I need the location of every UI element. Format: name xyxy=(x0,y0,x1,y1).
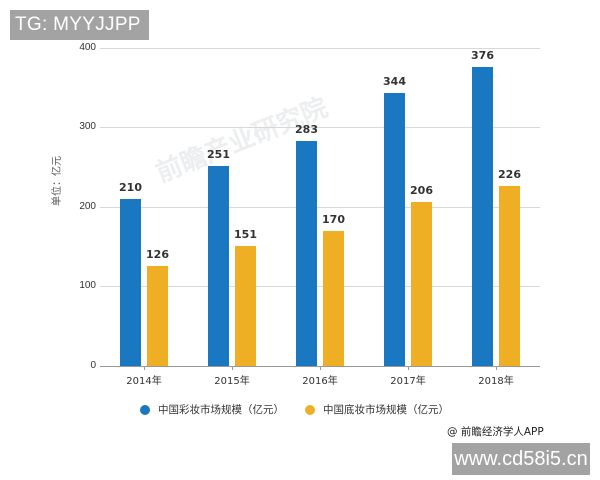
y-tick-100: 100 xyxy=(79,280,96,291)
top-overlay-badge: TG: MYYJJPP xyxy=(10,10,149,40)
bar-makeup xyxy=(120,199,141,366)
bar-value-label: 151 xyxy=(234,227,257,241)
x-tick-label: 2014年 xyxy=(126,376,162,387)
bar-value-label: 344 xyxy=(383,74,406,88)
bottom-overlay-badge: www.cd58i5.cn xyxy=(452,443,590,475)
bar-value-label: 376 xyxy=(471,49,494,63)
x-tick xyxy=(408,366,409,370)
bar-makeup xyxy=(384,92,405,366)
gridline-400 xyxy=(100,48,540,49)
bar-value-label: 170 xyxy=(322,212,345,226)
legend-label: 中国彩妆市场规模（亿元） xyxy=(158,404,284,416)
legend-dot-yellow-icon xyxy=(305,404,315,415)
legend-item-foundation: 中国底妆市场规模（亿元） xyxy=(305,402,449,417)
bar-foundation xyxy=(323,230,344,366)
bar-value-label: 226 xyxy=(498,168,521,182)
x-tick-label: 2015年 xyxy=(214,376,250,387)
x-tick xyxy=(320,366,321,370)
bar-foundation xyxy=(411,202,432,366)
x-tick-label: 2018年 xyxy=(478,376,514,387)
y-axis-label: 单位：亿元 xyxy=(52,156,63,206)
y-tick-300: 300 xyxy=(79,121,96,132)
bar-value-label: 210 xyxy=(119,181,142,195)
bar-foundation xyxy=(235,245,256,366)
y-tick-400: 400 xyxy=(79,42,96,53)
x-tick-label: 2017年 xyxy=(390,376,426,387)
legend-item-makeup: 中国彩妆市场规模（亿元） xyxy=(140,402,284,417)
source-credit: @ 前瞻经济学人APP xyxy=(447,426,544,438)
legend-label: 中国底妆市场规模（亿元） xyxy=(323,404,449,416)
y-tick-0: 0 xyxy=(90,360,96,371)
bar-makeup xyxy=(208,166,229,366)
gridline-100 xyxy=(100,286,540,287)
gridline-200 xyxy=(100,207,540,208)
legend-dot-blue-icon xyxy=(140,404,150,415)
bar-value-label: 283 xyxy=(295,123,318,136)
x-tick xyxy=(144,366,145,370)
bar-makeup xyxy=(296,141,317,366)
x-tick-label: 2016年 xyxy=(302,376,338,387)
bar-value-label: 206 xyxy=(410,184,433,198)
x-tick xyxy=(496,366,497,370)
bar-value-label: 126 xyxy=(146,247,169,261)
x-tick xyxy=(232,366,233,370)
bar-makeup xyxy=(472,67,493,366)
bar-foundation xyxy=(147,265,168,366)
bar-foundation xyxy=(499,186,520,366)
y-tick-200: 200 xyxy=(79,201,96,212)
bar-value-label: 251 xyxy=(207,148,230,162)
gridline-300 xyxy=(100,127,540,128)
